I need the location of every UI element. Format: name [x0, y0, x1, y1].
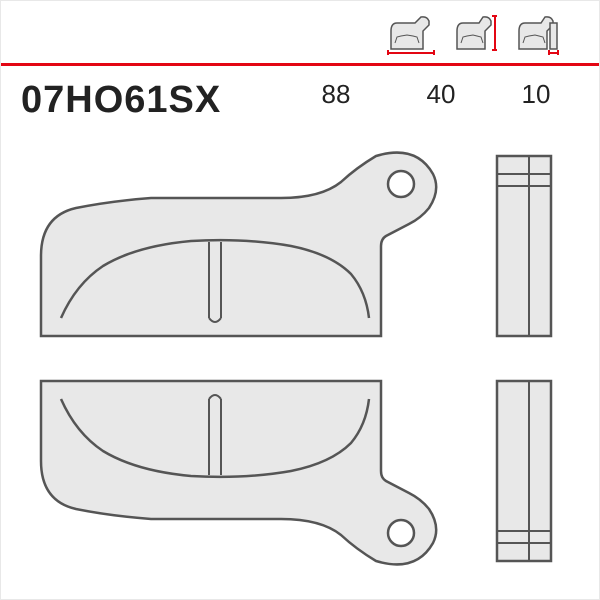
width-icon: [387, 13, 435, 55]
dim-thickness: 10: [511, 79, 561, 110]
thickness-icon: [515, 13, 559, 55]
spec-sheet: 07HO61SX 88 40 10: [0, 0, 600, 600]
dimension-icons: [387, 13, 559, 55]
brake-pad-front-top: [21, 146, 441, 346]
brake-pad-front-bottom: [21, 371, 441, 571]
separator-line: [1, 63, 599, 66]
part-number: 07HO61SX: [21, 79, 221, 122]
dim-width: 88: [311, 79, 361, 110]
header-row: 07HO61SX 88 40 10: [21, 79, 559, 122]
brake-pad-side-bottom: [489, 371, 559, 571]
pad-row-1: [21, 146, 559, 346]
height-icon: [453, 13, 497, 55]
brake-pad-side-top: [489, 146, 559, 346]
dim-height: 40: [416, 79, 466, 110]
pad-row-2: [21, 371, 559, 571]
